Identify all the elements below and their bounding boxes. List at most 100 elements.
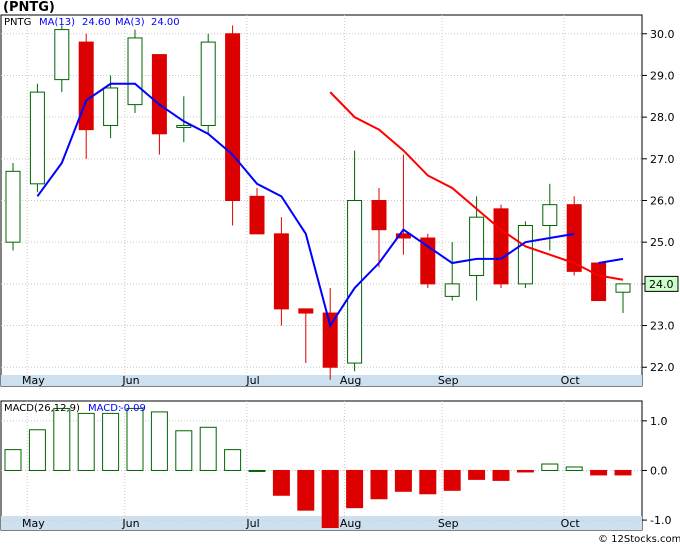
candle xyxy=(615,283,631,314)
legend-macd-value: -0.09 xyxy=(120,403,146,414)
candle-body xyxy=(493,208,509,285)
candle xyxy=(493,204,509,289)
macd-bar xyxy=(419,469,437,495)
candle xyxy=(54,25,70,93)
candle xyxy=(127,29,143,113)
price-grid xyxy=(1,15,642,386)
candle xyxy=(566,196,582,276)
macd-month-label: Sep xyxy=(438,517,459,530)
price-tick-label: 30.0 xyxy=(650,28,675,41)
candle xyxy=(591,262,607,302)
candle-body xyxy=(151,54,167,135)
candle xyxy=(444,242,460,301)
candle-body xyxy=(322,312,338,368)
macd-tick-label: -1.0 xyxy=(650,514,671,527)
macd-bar xyxy=(468,469,486,480)
macd-panel-month-band xyxy=(1,516,642,530)
macd-tick-label: 1.0 xyxy=(650,415,668,428)
candle-body xyxy=(371,200,387,231)
ma13-line xyxy=(329,91,624,281)
macd-month-label: May xyxy=(22,517,45,530)
month-axis: May May Jun Jun Jul Jul Aug Aug Sep Sep Oct Oct xyxy=(22,374,580,530)
price-tick-label: 29.0 xyxy=(650,69,675,82)
candle-body xyxy=(420,237,436,285)
macd-bar xyxy=(199,426,217,471)
candle-body xyxy=(103,87,119,126)
price-month-label: May xyxy=(22,374,45,387)
moving-average-lines xyxy=(36,82,624,328)
macd-month-label: Oct xyxy=(561,517,581,530)
candle xyxy=(29,83,45,193)
candle-body xyxy=(127,37,143,106)
macd-month-label: Aug xyxy=(340,517,361,530)
candle-body xyxy=(298,308,314,314)
macd-bar xyxy=(541,463,559,471)
price-tick-label: 22.0 xyxy=(650,361,675,374)
macd-grid xyxy=(1,401,642,530)
macd-bar xyxy=(150,411,168,471)
macd-bar xyxy=(175,430,193,471)
macd-bar xyxy=(77,412,95,471)
legend-macd-title: MACD(26,12,9) xyxy=(4,403,80,414)
price-tick-label: 26.0 xyxy=(650,195,675,208)
candle-body xyxy=(225,33,241,202)
macd-legend: MACD(26,12,9) MACD: -0.09 xyxy=(4,403,146,414)
candle-body xyxy=(5,170,21,243)
price-month-label: Aug xyxy=(340,374,361,387)
candle-body xyxy=(615,283,631,293)
candle-body xyxy=(542,204,558,227)
price-legend: PNTG MA(13) 24.60 MA(3) 24.00 xyxy=(4,17,180,28)
candle-body xyxy=(395,233,411,239)
macd-bar xyxy=(126,407,144,471)
price-month-label: Jun xyxy=(121,374,139,387)
legend-macd-label: MACD: xyxy=(88,403,121,414)
candle xyxy=(469,196,485,301)
candle-body xyxy=(78,41,94,131)
price-tick-label: 25.0 xyxy=(650,236,675,249)
macd-y-axis: 1.0 0.0 -1.0 xyxy=(642,415,671,527)
price-tick-label: 28.0 xyxy=(650,111,675,124)
legend-ma13-label: MA(13) xyxy=(39,17,75,28)
macd-bar xyxy=(370,469,388,500)
candle-body xyxy=(29,91,45,185)
ma3-line xyxy=(36,82,575,328)
price-y-axis: 22.0 23.0 24.0 25.0 26.0 27.0 28.0 29.0 30.0 xyxy=(642,28,675,374)
legend-ma3-label: MA(3) xyxy=(115,17,145,28)
candle xyxy=(542,183,558,251)
macd-bar xyxy=(492,469,510,481)
macd-bar xyxy=(102,412,120,471)
macd-bar xyxy=(443,469,461,491)
macd-bar xyxy=(28,429,46,471)
candle xyxy=(5,162,21,251)
price-tick-label: 23.0 xyxy=(650,320,675,333)
candle-body xyxy=(444,283,460,297)
macd-bar xyxy=(272,469,290,496)
macd-bar xyxy=(224,449,242,471)
price-month-label: Sep xyxy=(438,374,459,387)
candle-body xyxy=(591,262,607,302)
legend-ticker: PNTG xyxy=(4,17,31,28)
macd-bar xyxy=(590,469,608,476)
ma3-line xyxy=(598,257,624,265)
candle xyxy=(249,187,265,235)
macd-bar xyxy=(321,469,339,529)
macd-month-label: Jun xyxy=(121,517,139,530)
candle-body xyxy=(273,233,289,310)
price-month-label: Oct xyxy=(561,374,581,387)
candle-body xyxy=(200,41,216,126)
candle-body xyxy=(469,216,485,277)
candle xyxy=(176,96,192,143)
candle xyxy=(395,154,411,255)
legend-ma3-value: 24.00 xyxy=(151,17,180,28)
last-price-label: 24.0 xyxy=(649,278,674,291)
macd-month-label: Jul xyxy=(245,517,259,530)
candlestick-series xyxy=(5,25,631,380)
price-panel-month-band xyxy=(1,375,642,386)
macd-bar xyxy=(346,469,364,509)
macd-bar xyxy=(297,469,315,511)
macd-bars xyxy=(4,407,632,529)
macd-tick-label: 0.0 xyxy=(650,464,668,477)
last-price-marker: 24.0 xyxy=(644,275,679,292)
legend-ma13-value: 24.60 xyxy=(82,17,111,28)
